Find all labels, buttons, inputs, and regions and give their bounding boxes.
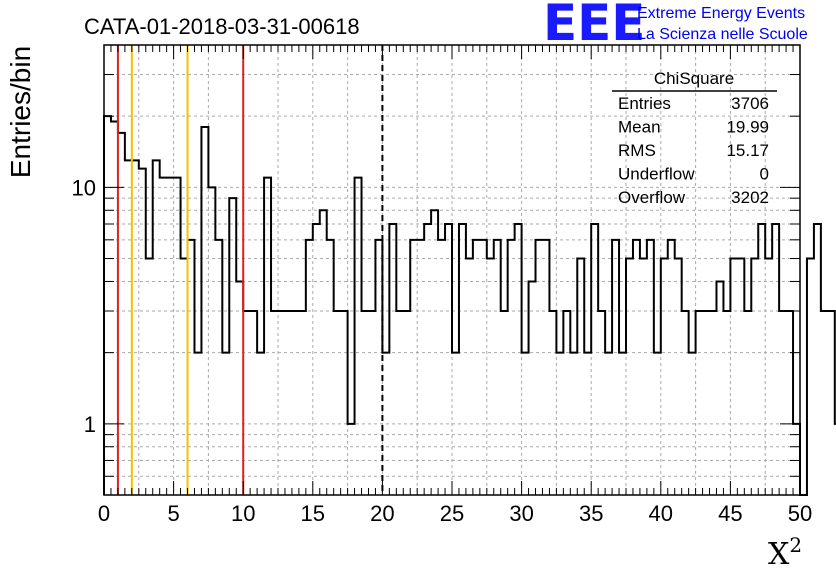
stats-label-entries: Entries — [618, 94, 671, 113]
x-tick-label: 40 — [649, 501, 673, 526]
x-axis-title-superscript: 2 — [789, 533, 802, 557]
y-tick-label: 1 — [84, 412, 96, 437]
histogram-bins — [103, 115, 836, 496]
eee-logo-mark: EEE — [543, 0, 645, 52]
stats-label-underflow: Underflow — [618, 165, 695, 184]
eee-logo-line-2: La Scienza nelle Scuole — [637, 26, 808, 43]
stats-label-mean: Mean — [618, 118, 661, 137]
eee-logo-line-1: Extreme Energy Events — [637, 5, 805, 22]
stats-value-underflow: 0 — [760, 165, 769, 184]
stats-label-rms: RMS — [618, 141, 656, 160]
x-tick-label: 45 — [718, 501, 742, 526]
y-axis-title: Entries/bin — [5, 46, 36, 178]
threshold-lines — [116, 45, 384, 495]
x-tick-label: 35 — [579, 501, 603, 526]
chart-title: CATA-01-2018-03-31-00618 — [84, 14, 360, 39]
x-axis-title: X2 — [768, 533, 802, 572]
stats-box-rows: Entries 3706 Mean 19.99 RMS 15.17 Underflow 0 Ov… — [618, 94, 769, 207]
stats-value-rms: 15.17 — [726, 141, 769, 160]
histogram-outline — [103, 115, 836, 496]
x-tick-label: 15 — [301, 501, 325, 526]
x-tick-label: 10 — [231, 501, 255, 526]
axes: 0 5 10 15 20 25 30 35 40 45 50 1 10 — [72, 44, 812, 526]
x-tick-label: 0 — [98, 501, 110, 526]
stats-label-overflow: Overflow — [618, 188, 686, 207]
x-tick-label: 20 — [370, 501, 394, 526]
x-tick-label: 25 — [440, 501, 464, 526]
stats-value-entries: 3706 — [731, 94, 769, 113]
x-tick-label: 30 — [509, 501, 533, 526]
stats-value-mean: 19.99 — [726, 118, 769, 137]
stats-box-title: ChiSquare — [654, 69, 734, 88]
eee-logo: EEE Extreme Energy Events La Scienza nel… — [543, 0, 808, 52]
x-tick-label: 5 — [167, 501, 179, 526]
stats-box: ChiSquare Entries 3706 Mean 19.99 RMS 15.17 Un… — [612, 69, 777, 207]
stats-value-overflow: 3202 — [731, 188, 769, 207]
y-tick-label: 10 — [72, 175, 96, 200]
x-tick-label: 50 — [788, 501, 812, 526]
x-axis-title-base: X — [768, 537, 790, 572]
